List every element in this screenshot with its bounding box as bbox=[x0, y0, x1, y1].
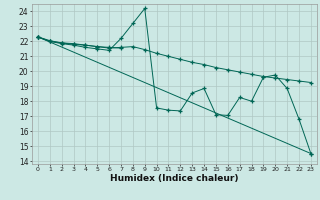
X-axis label: Humidex (Indice chaleur): Humidex (Indice chaleur) bbox=[110, 174, 239, 183]
